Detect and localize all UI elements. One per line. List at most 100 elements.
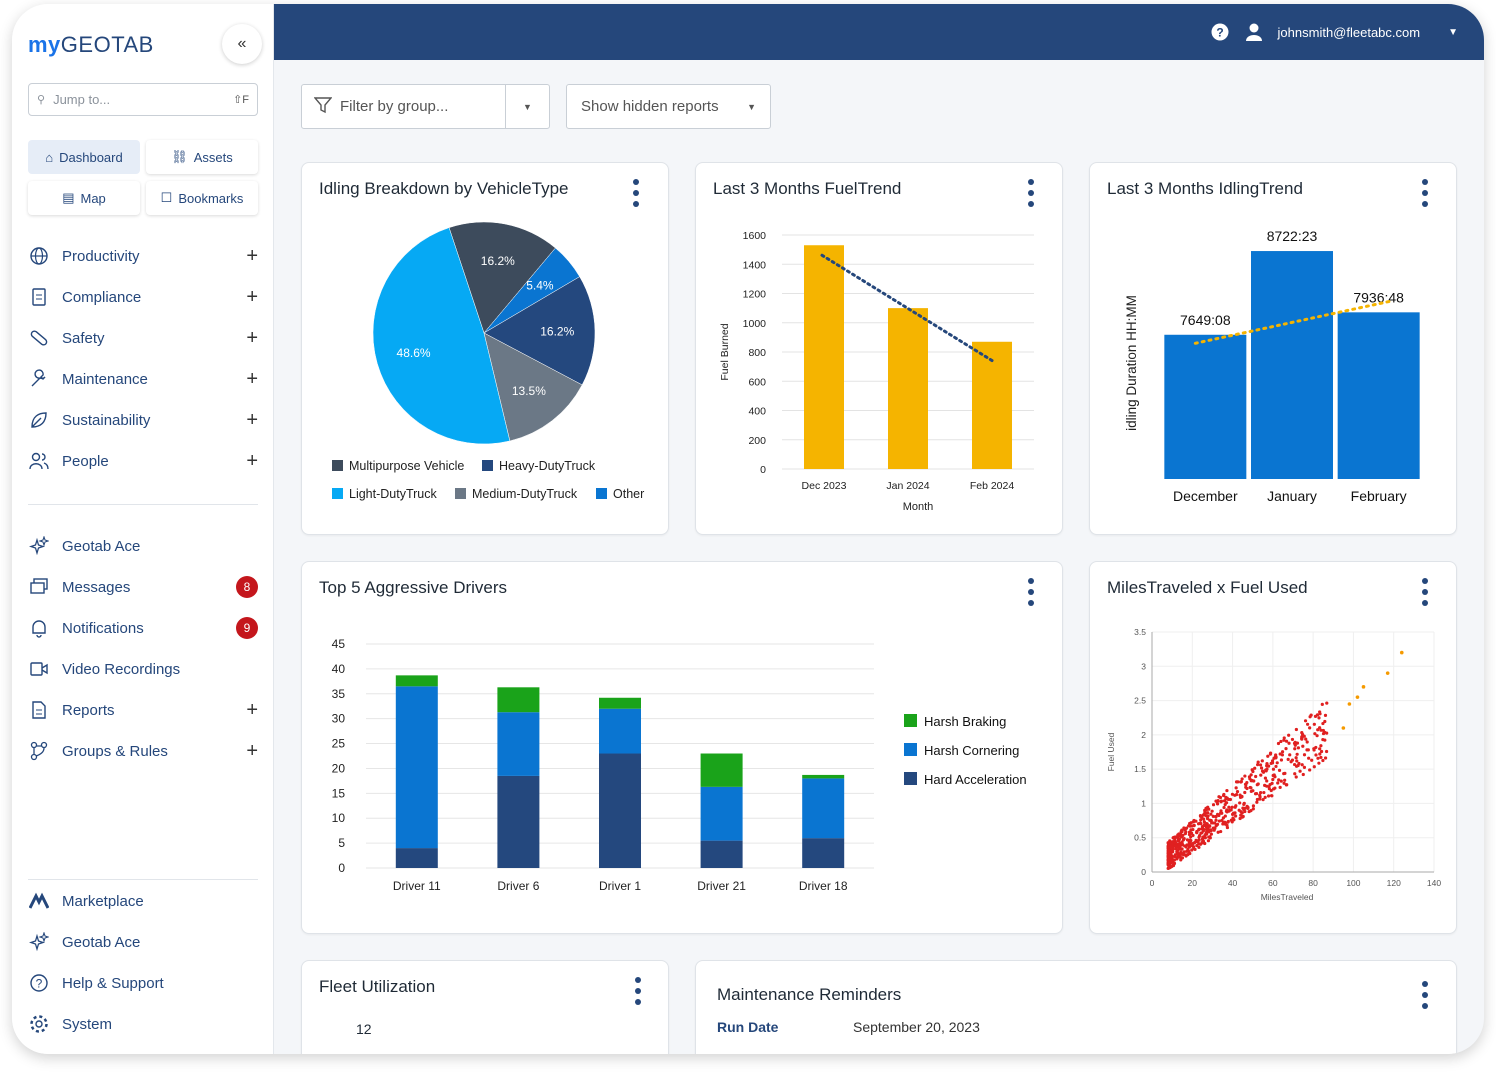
sidebar-item-groups-rules[interactable]: Groups & Rules + <box>28 731 258 771</box>
expand-icon[interactable]: + <box>246 326 258 349</box>
x-axis-title: MilesTraveled <box>1261 892 1314 902</box>
scatter-point <box>1234 814 1238 818</box>
scatter-point <box>1302 753 1307 757</box>
geotab-logo[interactable]: myGEOTAB <box>28 32 154 58</box>
expand-icon[interactable]: + <box>246 739 258 762</box>
miles-fuel-card: MilesTraveled x Fuel Used 0 20 40 60 80 100 12… <box>1089 561 1457 934</box>
more-options-icon[interactable] <box>1420 578 1430 610</box>
expand-icon[interactable]: + <box>246 244 258 267</box>
user-email[interactable]: johnsmith@fleetabc.com <box>1277 24 1421 40</box>
legend-label: Hard Acceleration <box>924 772 1027 787</box>
chevron-down-icon[interactable]: ▼ <box>1448 26 1458 38</box>
more-options-icon[interactable] <box>633 977 643 1009</box>
sidebar-item-productivity[interactable]: Productivity + <box>28 236 258 276</box>
more-options-icon[interactable] <box>1026 578 1036 610</box>
bell-icon <box>28 617 50 639</box>
y-tick-label: 0 <box>1141 867 1146 877</box>
idling-bar <box>1337 312 1420 479</box>
sidebar-item-label: Maintenance <box>62 370 148 388</box>
pie-slice <box>372 227 511 445</box>
sidebar-item-marketplace[interactable]: Marketplace <box>28 881 258 921</box>
more-options-icon[interactable] <box>1420 981 1430 1013</box>
quick-link-assets[interactable]: ⛓ Assets <box>146 140 258 174</box>
scatter-point <box>1240 811 1244 815</box>
y-tick-label: 800 <box>748 347 766 359</box>
scatter-point <box>1280 750 1285 754</box>
sidebar-item-sustainability[interactable]: Sustainability + <box>28 400 258 440</box>
scatter-point <box>1308 726 1312 730</box>
scatter-point <box>1361 685 1366 689</box>
legend-label: Harsh Braking <box>924 714 1006 729</box>
scatter-point <box>1308 715 1312 719</box>
y-tick-label: 400 <box>748 406 766 418</box>
scatter-point <box>1172 861 1177 865</box>
expand-icon[interactable]: + <box>246 285 258 308</box>
scatter-point <box>1190 824 1194 828</box>
y-axis-title: Fuel Used <box>1106 732 1116 771</box>
group-filter[interactable]: Filter by group... ▼ <box>301 84 550 129</box>
chevrons-left-icon[interactable]: « <box>222 24 262 64</box>
expand-icon[interactable]: + <box>246 408 258 431</box>
pie-slice-label: 48.6% <box>397 346 431 360</box>
scatter-point <box>1355 695 1360 699</box>
expand-icon[interactable]: + <box>246 698 258 721</box>
stacked-bar-segment <box>700 786 743 841</box>
more-options-icon[interactable] <box>631 179 641 211</box>
scatter-point <box>1233 811 1237 815</box>
home-icon: ⌂ <box>45 149 54 165</box>
scatter-point <box>1324 749 1329 754</box>
scatter-point <box>1207 835 1211 839</box>
quick-link-dashboard[interactable]: ⌂ Dashboard <box>28 140 140 174</box>
scatter-point <box>1214 818 1218 822</box>
scatter-point <box>1199 818 1203 822</box>
sidebar-item-geotab-ace[interactable]: Geotab Ace <box>28 922 258 962</box>
scatter-point <box>1219 800 1223 804</box>
sidebar-item-geotab-ace[interactable]: Geotab Ace <box>28 526 258 566</box>
scatter-point <box>1282 738 1286 742</box>
scatter-point <box>1183 832 1187 836</box>
x-tick-label: 0 <box>1150 878 1155 888</box>
people-icon <box>28 450 50 472</box>
expand-icon[interactable]: + <box>246 367 258 390</box>
scatter-point <box>1223 822 1227 826</box>
scatter-point <box>1255 800 1259 804</box>
more-options-icon[interactable] <box>1420 179 1430 211</box>
scatter-point <box>1231 816 1235 820</box>
group-filter-dropdown[interactable]: ▼ <box>505 85 549 128</box>
sidebar-item-help-support[interactable]: ? Help & Support <box>28 963 258 1003</box>
sidebar-item-system[interactable]: System <box>28 1004 258 1044</box>
sidebar-item-people[interactable]: People + <box>28 441 258 481</box>
scatter-point <box>1251 804 1256 808</box>
jump-to-search[interactable]: ⚲ Jump to... ⇧F <box>28 83 258 116</box>
scatter-point <box>1191 841 1195 846</box>
sidebar-item-maintenance[interactable]: Maintenance + <box>28 359 258 399</box>
fuel-trend-chart: 0 200 400 600 800 1000 1200 1400 1600 Dec 2023 Jan… <box>719 230 1034 513</box>
scatter-point <box>1203 809 1207 814</box>
sidebar-item-safety[interactable]: Safety + <box>28 318 258 358</box>
quick-link-map[interactable]: ▤ Map <box>28 181 140 215</box>
sidebar-item-video-recordings[interactable]: Video Recordings <box>28 649 258 689</box>
scatter-point <box>1293 747 1297 751</box>
sidebar-item-compliance[interactable]: Compliance + <box>28 277 258 317</box>
sidebar-item-notifications[interactable]: Notifications 9 <box>28 608 258 648</box>
scatter-point <box>1318 726 1322 730</box>
user-icon[interactable] <box>1244 22 1264 42</box>
legend-label: Multipurpose Vehicle <box>349 459 464 473</box>
sidebar-item-reports[interactable]: Reports + <box>28 690 258 730</box>
stacked-bar-segment <box>395 848 438 868</box>
more-options-icon[interactable] <box>1026 179 1036 211</box>
utilization-value: 12 <box>356 1021 372 1037</box>
scatter-point <box>1279 739 1283 744</box>
sidebar-item-messages[interactable]: Messages 8 <box>28 567 258 607</box>
stacked-bar-segment <box>700 840 743 868</box>
scatter-point <box>1247 775 1252 779</box>
hidden-reports-select[interactable]: Show hidden reports ▼ <box>566 84 771 129</box>
help-icon[interactable]: ? <box>1210 22 1230 42</box>
scatter-point <box>1286 757 1290 761</box>
scatter-point <box>1254 791 1259 796</box>
quick-link-bookmarks[interactable]: ☐ Bookmarks <box>146 181 258 215</box>
expand-icon[interactable]: + <box>246 449 258 472</box>
y-tick-label: 1400 <box>743 259 767 271</box>
scatter-point <box>1243 782 1248 786</box>
scatter-point <box>1211 803 1216 807</box>
